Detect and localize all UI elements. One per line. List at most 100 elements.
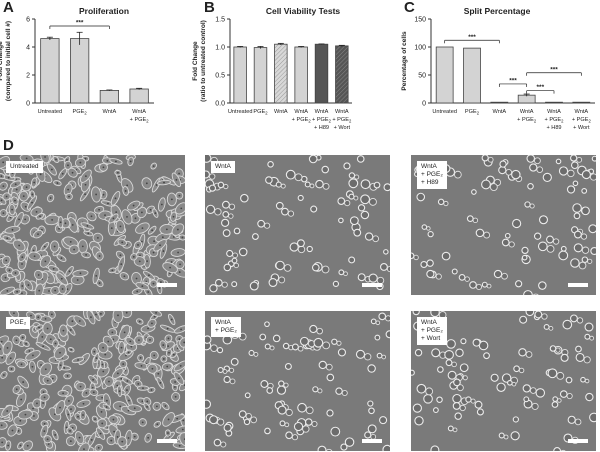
cell — [287, 210, 295, 217]
cell — [217, 181, 225, 189]
cell — [338, 269, 345, 276]
cell-nucleus — [115, 160, 117, 163]
cell-nucleus — [118, 390, 121, 393]
cell-nucleus — [25, 157, 28, 160]
cell-nucleus — [123, 331, 126, 334]
cell — [437, 198, 445, 206]
category-label: + PGE2 — [572, 117, 592, 124]
cell — [380, 263, 388, 271]
cell — [472, 338, 481, 347]
micrograph-wnta: WntA — [205, 155, 390, 295]
y-tick-label: 1.0 — [215, 45, 225, 52]
cell — [297, 194, 304, 202]
cell — [483, 231, 491, 239]
cell-nucleus — [153, 315, 156, 318]
cell — [259, 333, 267, 341]
cell-nucleus — [39, 173, 42, 176]
cell-nucleus — [15, 388, 18, 391]
cell-nucleus — [110, 439, 113, 442]
scale-bar — [362, 283, 382, 287]
micrograph-label: WntA — [211, 161, 235, 173]
cell — [264, 321, 270, 328]
cell-nucleus — [69, 329, 72, 331]
cell-nucleus — [24, 413, 27, 416]
cell-nucleus — [122, 363, 125, 365]
cell — [276, 385, 287, 395]
cell — [584, 378, 590, 384]
cell — [451, 361, 457, 368]
cell-nucleus — [50, 168, 53, 171]
cell-nucleus — [6, 347, 9, 349]
cell — [205, 204, 216, 214]
cell — [412, 403, 422, 413]
cell-nucleus — [132, 255, 135, 258]
cell — [265, 176, 273, 184]
cell-nucleus — [102, 370, 105, 373]
cell-nucleus — [10, 368, 13, 370]
cell — [534, 157, 541, 165]
cell — [367, 400, 374, 407]
cell-nucleus — [176, 228, 179, 231]
category-label: WntA — [315, 109, 329, 115]
cell — [567, 169, 575, 178]
cell-nucleus — [151, 229, 154, 232]
chart-title: Proliferation — [79, 6, 129, 16]
cell — [275, 181, 282, 188]
cell-nucleus — [136, 290, 139, 293]
cell-nucleus — [66, 288, 69, 291]
cell — [452, 427, 458, 433]
cell — [574, 418, 582, 426]
category-label: WntA — [132, 109, 146, 115]
cell-nucleus — [37, 233, 39, 236]
cell — [501, 238, 510, 247]
cell — [360, 179, 371, 190]
cell-nucleus — [77, 359, 79, 361]
cell — [322, 341, 331, 350]
cell — [430, 311, 440, 318]
cell-nucleus — [149, 208, 152, 211]
cell — [331, 338, 338, 345]
cell — [226, 249, 234, 258]
cell — [566, 392, 573, 400]
cell — [523, 290, 533, 295]
cell-nucleus — [98, 208, 101, 211]
cell-nucleus — [182, 419, 185, 422]
cell — [322, 182, 330, 190]
cell — [521, 246, 529, 255]
cell — [263, 222, 271, 229]
cell-nucleus — [142, 387, 144, 390]
cell-nucleus — [134, 217, 137, 220]
cell-nucleus — [79, 385, 82, 388]
cell-nucleus — [163, 181, 165, 184]
cell-nucleus — [21, 256, 24, 259]
cell-nucleus — [54, 434, 57, 436]
cell — [575, 352, 585, 362]
cell — [589, 412, 596, 423]
cell-nucleus — [28, 350, 31, 352]
cell-nucleus — [2, 212, 5, 215]
cell-nucleus — [99, 312, 102, 315]
cell-nucleus — [152, 282, 155, 285]
cell-nucleus — [129, 340, 132, 343]
cell — [560, 353, 569, 362]
cell — [330, 426, 341, 437]
cell-nucleus — [62, 329, 65, 332]
cell-nucleus — [132, 204, 135, 207]
y-tick-label: 1.5 — [215, 17, 225, 24]
cell-nucleus — [5, 195, 8, 198]
cell — [465, 396, 472, 403]
cell-nucleus — [170, 198, 173, 201]
y-tick-label: 6 — [26, 17, 30, 24]
cell — [549, 345, 557, 352]
cell — [223, 183, 229, 190]
cell-nucleus — [140, 364, 143, 367]
cell-nucleus — [42, 402, 44, 404]
cell-nucleus — [67, 413, 70, 416]
cell — [567, 415, 576, 424]
cell-nucleus — [177, 251, 180, 254]
cell-nucleus — [95, 357, 98, 360]
cell-nucleus — [160, 203, 163, 206]
cell — [416, 192, 426, 202]
cell — [216, 347, 224, 354]
cell-nucleus — [44, 368, 47, 371]
